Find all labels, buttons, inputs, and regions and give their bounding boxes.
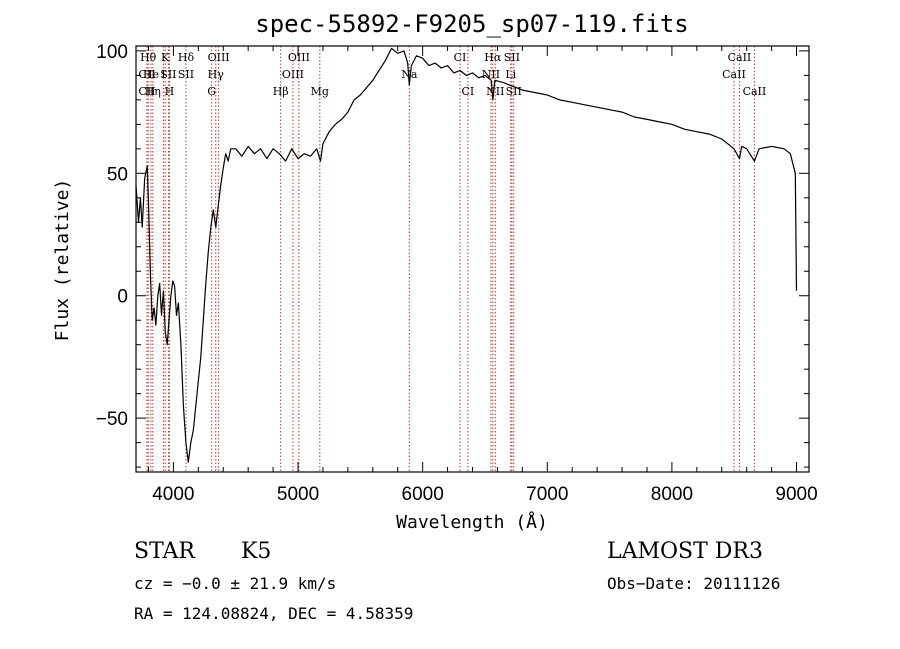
plot-frame [135,45,810,473]
marker-label: CII [138,68,155,81]
marker-label: OIII [282,68,304,81]
spectrum-line [135,47,798,463]
x-axis: 4000 5000 6000 7000 8000 9000 [147,46,818,505]
x-tick-label: 6000 [402,484,444,505]
marker-label: Hθ [140,51,157,64]
marker-label: Li [505,68,516,81]
marker-label: CI [462,85,475,98]
object-class: STAR [134,539,195,564]
marker-label: He [143,68,159,81]
x-tick-label: 7000 [526,484,568,505]
y-tick-label: 50 [107,164,128,185]
obs-date: Obs−Date: 20111126 [607,574,781,593]
survey-name: LAMOST DR3 [607,539,763,564]
marker-label: Hη [145,85,161,98]
x-axis-label: Wavelength (Å) [396,511,548,533]
marker-label: SII [504,51,520,64]
marker-label: H [165,85,175,98]
line-marker-labels: HθCIICIIHeHηKISIIHHδSIIOIIIHγGOIIIOIIIHβ… [138,51,766,98]
redshift-text: cz = −0.0 ± 21.9 km/s [134,574,337,593]
chart-title: spec-55892-F9205_sp07-119.fits [255,10,688,38]
x-tick-label: 5000 [277,484,319,505]
marker-label: Hβ [273,85,289,98]
marker-label: SII [506,85,522,98]
series-group [135,47,798,463]
marker-label: Na [401,68,418,81]
x-tick-label: 4000 [152,484,194,505]
y-tick-label: 100 [96,42,128,63]
y-axis-label: Flux (relative) [52,179,73,342]
marker-label: CaII [722,68,746,81]
marker-label: OIII [208,51,230,64]
x-tick-label: 8000 [651,484,693,505]
marker-label: Hδ [178,51,195,64]
x-tick-label: 9000 [775,484,817,505]
object-subclass: K5 [241,539,272,564]
y-tick-label: 0 [117,287,128,308]
marker-label: SII [178,68,194,81]
marker-label: NII [482,68,500,81]
marker-label: OIII [288,51,310,64]
marker-label: K [161,51,170,64]
marker-label: Mg [311,85,329,98]
marker-label: CaII [728,51,752,64]
marker-label: CI [454,51,467,64]
marker-label: CII [138,85,155,98]
coordinates: RA = 124.08824, DEC = 4.58359 [134,604,414,623]
marker-label: Hα [484,51,502,64]
marker-label: G [207,85,216,98]
marker-label: CaII [743,85,767,98]
marker-label: SII [160,68,176,81]
y-tick-label: −50 [96,409,128,430]
marker-label: NII [486,85,504,98]
line-markers [146,46,755,472]
marker-label: I [161,68,165,81]
y-axis: −50 0 50 100 [96,42,809,468]
marker-label: Hγ [208,68,225,81]
